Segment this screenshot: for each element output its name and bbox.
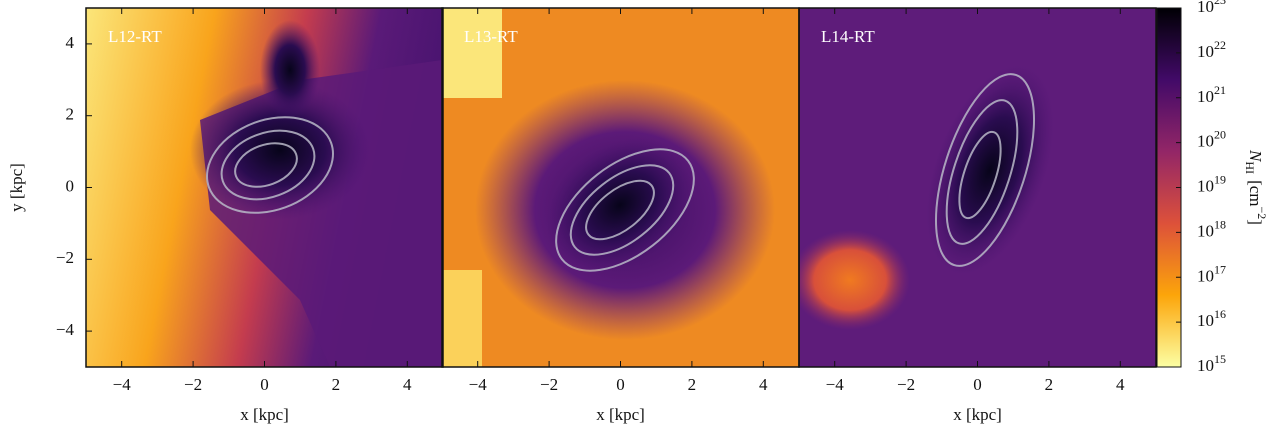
- colorbar-tick-label: 1021: [1197, 83, 1226, 106]
- y-tick-label: 0: [66, 176, 75, 195]
- label-exponent: −2: [1255, 207, 1269, 220]
- x-tick-label: 2: [332, 375, 341, 394]
- tick-base: 10: [1197, 176, 1214, 195]
- colorbar-label: NHI [cm−2]: [1243, 149, 1269, 225]
- panel-label: L12-RT: [108, 27, 162, 46]
- x-tick-label: 0: [973, 375, 982, 394]
- label-subscript: HI: [1243, 161, 1257, 174]
- x-tick-label: 0: [260, 375, 269, 394]
- tick-base: 10: [1197, 87, 1214, 106]
- label-close: ]: [1246, 219, 1265, 225]
- colorbar-tick-label: 1023: [1197, 0, 1226, 16]
- tick-base: 10: [1197, 132, 1214, 151]
- y-tick-label: −4: [56, 320, 75, 339]
- map-l14: [799, 8, 1156, 367]
- y-tick-label: 4: [66, 33, 75, 52]
- colorbar-tick-label: 1016: [1197, 307, 1226, 330]
- x-tick-label: 4: [1116, 375, 1125, 394]
- tick-base: 10: [1197, 311, 1214, 330]
- colorbar-tick-label: 1018: [1197, 217, 1226, 240]
- x-tick-label: −4: [826, 375, 845, 394]
- x-tick-label: 4: [403, 375, 412, 394]
- panel-label: L13-RT: [464, 27, 518, 46]
- x-axis-label: x [kpc]: [240, 405, 289, 424]
- x-tick-label: −2: [897, 375, 915, 394]
- tick-base: 10: [1197, 42, 1214, 61]
- colorbar-tick-label: 1017: [1197, 262, 1226, 285]
- tick-base: 10: [1197, 356, 1214, 375]
- tick-exponent: 20: [1214, 127, 1226, 141]
- tick-exponent: 17: [1214, 262, 1226, 276]
- tick-base: 10: [1197, 0, 1214, 16]
- x-tick-label: −2: [540, 375, 558, 394]
- tick-exponent: 18: [1214, 217, 1226, 231]
- panel-label: L14-RT: [821, 27, 875, 46]
- x-tick-label: 2: [1045, 375, 1054, 394]
- tick-exponent: 19: [1214, 172, 1226, 186]
- x-tick-label: −4: [469, 375, 488, 394]
- tick-exponent: 16: [1214, 307, 1226, 321]
- x-axis-label: x [kpc]: [596, 405, 645, 424]
- tick-base: 10: [1197, 266, 1214, 285]
- x-tick-label: 0: [616, 375, 625, 394]
- colorbar-tick-label: 1019: [1197, 172, 1226, 195]
- colorbar-tick-label: 1020: [1197, 127, 1226, 150]
- x-tick-label: 4: [759, 375, 768, 394]
- x-tick-label: 2: [688, 375, 697, 394]
- colorbar-tick-label: 1022: [1197, 38, 1226, 61]
- tick-exponent: 15: [1214, 352, 1226, 366]
- label-symbol: N: [1246, 149, 1265, 163]
- x-tick-label: −4: [113, 375, 132, 394]
- tick-base: 10: [1197, 221, 1214, 240]
- y-tick-label: 2: [66, 105, 75, 124]
- tick-exponent: 23: [1214, 0, 1226, 7]
- y-tick-label: −2: [56, 248, 74, 267]
- x-tick-label: −2: [184, 375, 202, 394]
- label-unit: [cm: [1246, 180, 1265, 206]
- colorbar-tick-label: 1015: [1197, 352, 1226, 375]
- tick-exponent: 21: [1214, 83, 1226, 97]
- map-l12: [86, 8, 442, 367]
- x-axis-label: x [kpc]: [953, 405, 1002, 424]
- tick-exponent: 22: [1214, 38, 1226, 52]
- y-axis-label: y [kpc]: [7, 163, 26, 212]
- map-l13: [442, 8, 799, 367]
